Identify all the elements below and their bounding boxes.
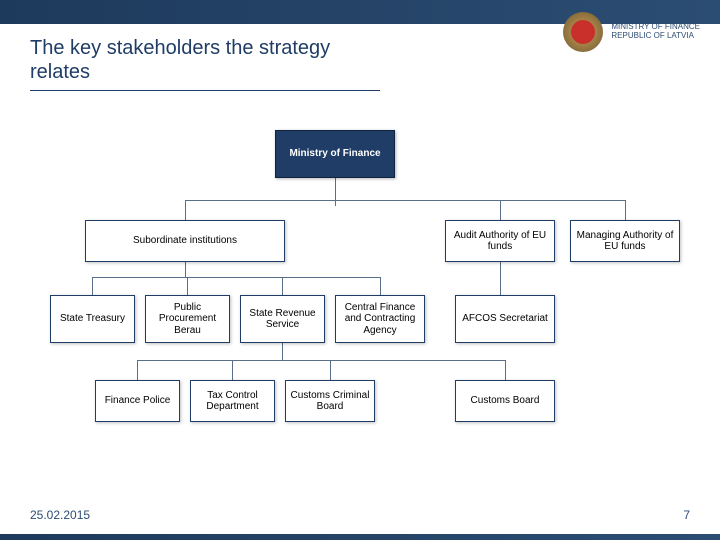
footer-page: 7 [683, 508, 690, 522]
connector [500, 200, 501, 220]
connector [185, 200, 186, 220]
connector [625, 200, 626, 220]
node-treas: State Treasury [50, 295, 135, 343]
page-title: The key stakeholders the strategy relate… [30, 36, 390, 84]
connector [330, 360, 331, 380]
connector [232, 360, 233, 380]
connector [335, 200, 336, 206]
logo-area: Ministry of Finance Republic of Latvia [563, 12, 700, 52]
connector [185, 262, 186, 277]
connector [380, 277, 381, 295]
connector [185, 200, 625, 201]
connector [137, 360, 505, 361]
node-audit: Audit Authority of EU funds [445, 220, 555, 262]
bottom-bar [0, 534, 720, 540]
node-afcos: AFCOS Secretariat [455, 295, 555, 343]
connector [282, 277, 283, 295]
node-manage: Managing Authority of EU funds [570, 220, 680, 262]
ministry-line2: Republic of Latvia [611, 32, 700, 41]
connector [187, 277, 188, 295]
ministry-text: Ministry of Finance Republic of Latvia [611, 23, 700, 41]
connector [92, 277, 380, 278]
title-underline [30, 90, 380, 91]
node-taxctl: Tax Control Department [190, 380, 275, 422]
connector [92, 277, 93, 295]
node-root: Ministry of Finance [275, 130, 395, 178]
connector [335, 178, 336, 200]
node-sub: Subordinate institutions [85, 220, 285, 262]
footer-date: 25.02.2015 [30, 508, 90, 522]
crest-icon [563, 12, 603, 52]
node-finpol: Finance Police [95, 380, 180, 422]
connector [505, 360, 506, 380]
connector [137, 360, 138, 380]
node-ccb: Customs Criminal Board [285, 380, 375, 422]
node-srs: State Revenue Service [240, 295, 325, 343]
connector [282, 343, 283, 360]
node-ppb: Public Procurement Berau [145, 295, 230, 343]
node-cboard: Customs Board [455, 380, 555, 422]
org-chart: Ministry of Finance Subordinate instituti… [0, 120, 720, 490]
connector [500, 262, 501, 295]
node-cfca: Central Finance and Contracting Agency [335, 295, 425, 343]
